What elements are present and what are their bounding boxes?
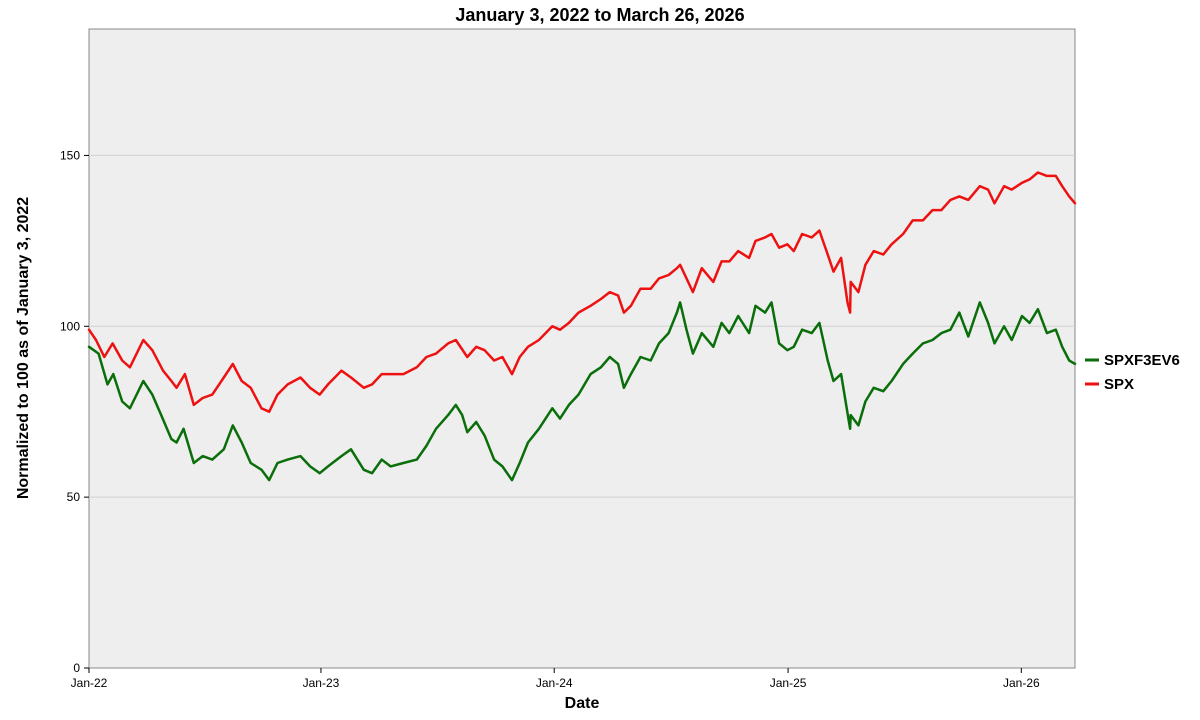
- x-tick-label: Jan-26: [1003, 676, 1040, 690]
- series-lines: [87, 171, 1077, 482]
- y-tick-label: 100: [60, 319, 80, 333]
- y-axis-label: Normalized to 100 as of January 3, 2022: [15, 197, 32, 499]
- x-axis-label: Date: [565, 695, 600, 712]
- legend-label: SPX: [1104, 376, 1134, 393]
- series-line-spx: [87, 171, 1077, 413]
- y-tick-label: 0: [73, 661, 80, 675]
- x-tick-label: Jan-23: [303, 676, 340, 690]
- plot-area: [88, 28, 1076, 669]
- y-tick-label: 150: [60, 148, 80, 162]
- legend-label: SPXF3EV6: [1104, 352, 1180, 369]
- x-tick-label: Jan-22: [71, 676, 108, 690]
- axes: 0 50 100 150 Jan-22 Jan-23 Jan-24 Jan-25 Jan-26: [60, 148, 1040, 690]
- x-tick-label: Jan-25: [770, 676, 807, 690]
- gridlines: [89, 154, 1075, 498]
- x-tick-label: Jan-24: [536, 676, 573, 690]
- chart-title: January 3, 2022 to March 26, 2026: [455, 5, 744, 25]
- y-tick-label: 50: [67, 490, 81, 504]
- legend: SPXF3EV6 SPX: [1085, 352, 1180, 393]
- series-line-spxf3ev6: [87, 301, 1077, 482]
